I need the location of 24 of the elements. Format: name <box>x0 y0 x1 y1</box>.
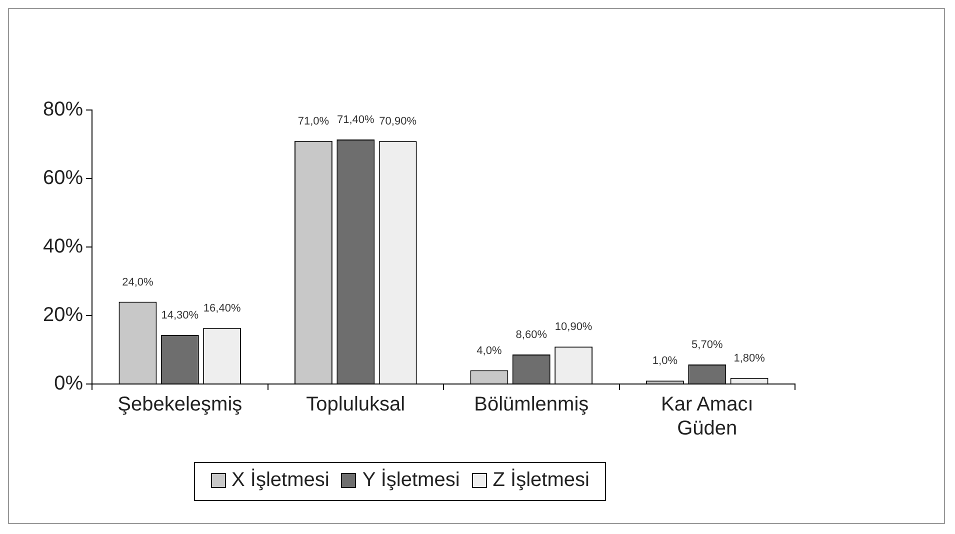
data-label: 16,40% <box>203 302 241 314</box>
y-tick-label: 60% <box>43 167 84 190</box>
data-label: 1,0% <box>652 355 678 368</box>
data-label: 1,80% <box>734 352 766 364</box>
data-label: 5,70% <box>692 339 723 352</box>
y-tick-label: 80% <box>43 98 84 121</box>
legend-label: Z İşletmesi <box>492 469 590 492</box>
x-tick-label: Bölümlenmiş <box>474 394 589 416</box>
y-tick-label: 20% <box>43 304 84 326</box>
data-label: 8,60% <box>516 329 548 342</box>
x-tick-label: Topluluksal <box>306 394 406 416</box>
legend-label: X İşletmesi <box>232 469 330 492</box>
y-tick-label: 0% <box>54 372 84 395</box>
data-label: 70,90% <box>379 116 417 128</box>
data-label: 71,0% <box>298 115 330 128</box>
data-label: 4,0% <box>476 344 502 357</box>
x-tick-label: Şebekeleşmiş <box>118 394 242 416</box>
y-tick-label: 40% <box>43 236 84 258</box>
x-tick-label: Kar Amacı Güden <box>660 394 754 440</box>
data-label: 14,30% <box>161 310 199 322</box>
legend-label: Y İşletmesi <box>362 469 460 492</box>
data-label: 71,40% <box>336 114 375 126</box>
data-label: 24,0% <box>122 276 154 288</box>
data-label: 10,90% <box>554 321 592 334</box>
